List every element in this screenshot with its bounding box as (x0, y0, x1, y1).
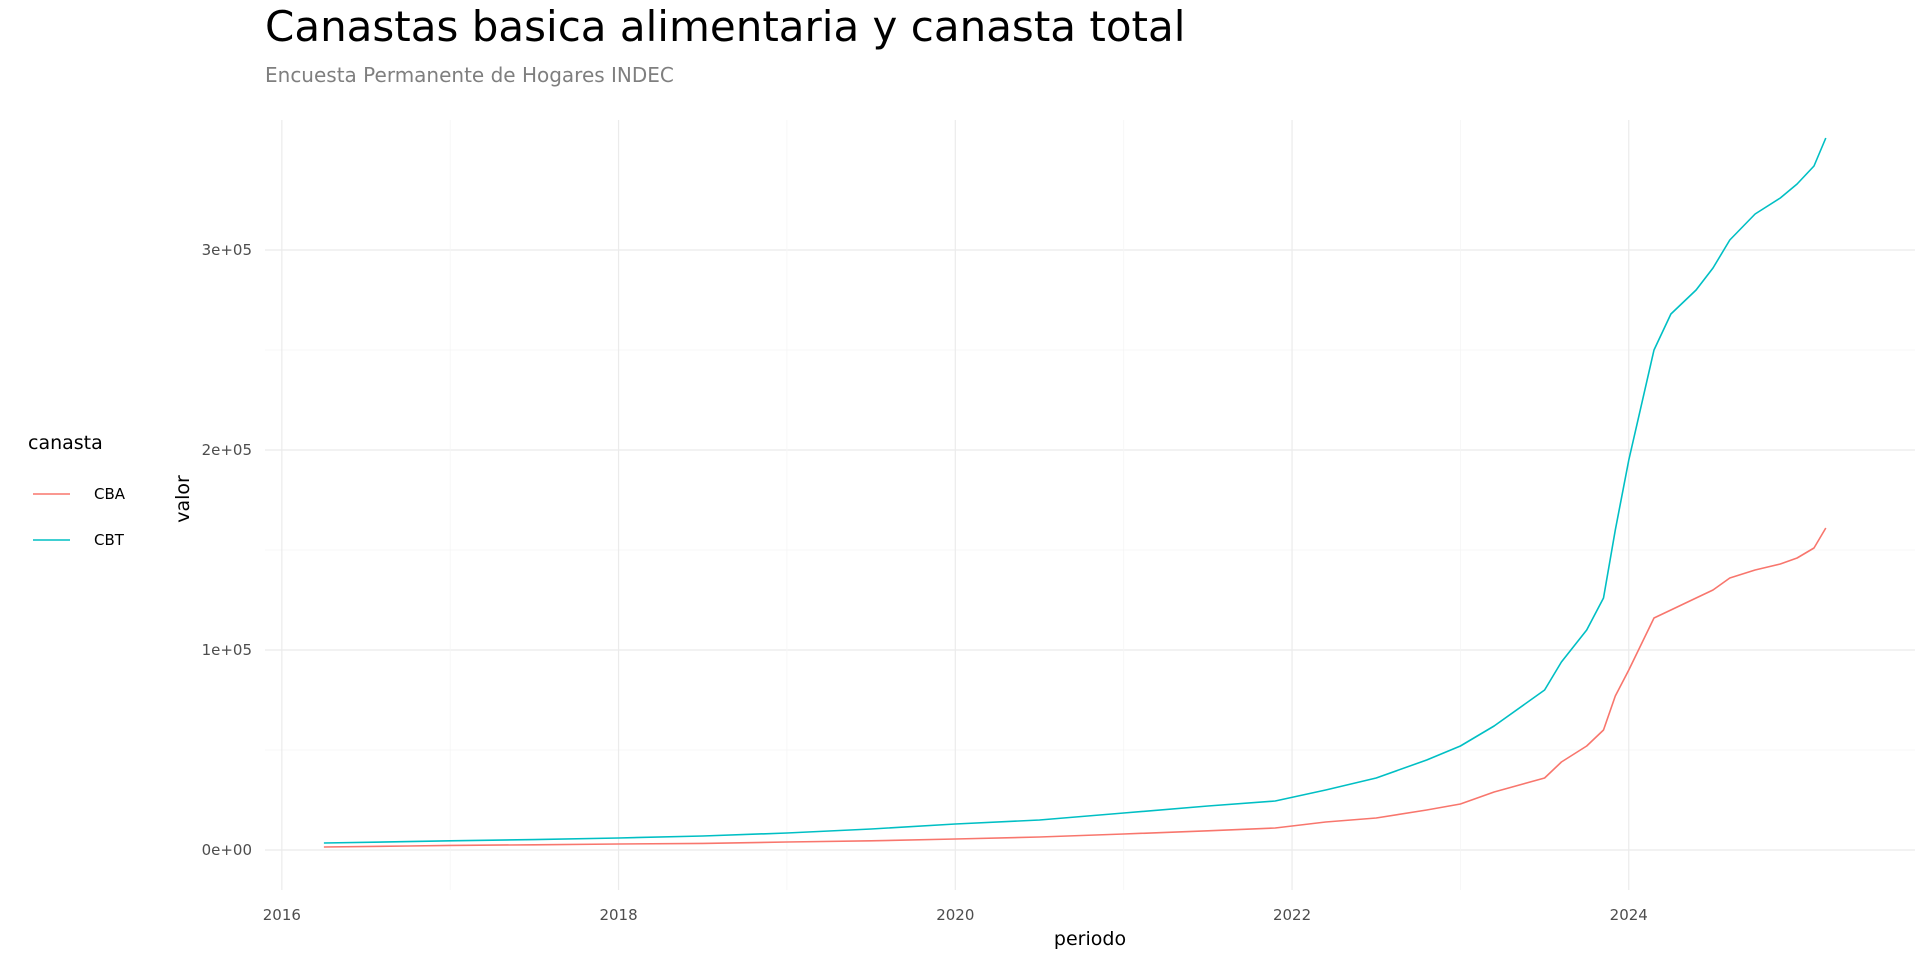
grid-lines (265, 120, 1915, 890)
y-axis-title: valor (172, 475, 194, 523)
x-tick-label: 2022 (1273, 906, 1311, 924)
x-tick-label: 2020 (936, 906, 974, 924)
x-tick-label: 2018 (599, 906, 637, 924)
y-axis-ticks: 0e+00 1e+05 2e+05 3e+05 (202, 241, 252, 859)
x-axis-ticks: 2016 2018 2020 2022 2024 (263, 906, 1648, 924)
series-line-cba (323, 527, 1827, 848)
y-tick-label: 2e+05 (202, 441, 252, 459)
legend-label-cba: CBA (94, 485, 126, 503)
x-axis-title: periodo (1054, 928, 1126, 950)
legend-label-cbt: CBT (94, 531, 125, 549)
x-tick-label: 2016 (263, 906, 301, 924)
chart-subtitle: Encuesta Permanente de Hogares INDEC (265, 63, 674, 87)
legend-title: canasta (28, 432, 103, 454)
legend: canasta CBA CBT (28, 432, 126, 549)
x-tick-label: 2024 (1610, 906, 1648, 924)
series-line-cbt (323, 137, 1827, 844)
y-tick-label: 1e+05 (202, 641, 252, 659)
chart-title: Canastas basica alimentaria y canasta to… (265, 2, 1186, 51)
series-lines (323, 137, 1827, 848)
y-tick-label: 3e+05 (202, 241, 252, 259)
y-tick-label: 0e+00 (202, 841, 252, 859)
